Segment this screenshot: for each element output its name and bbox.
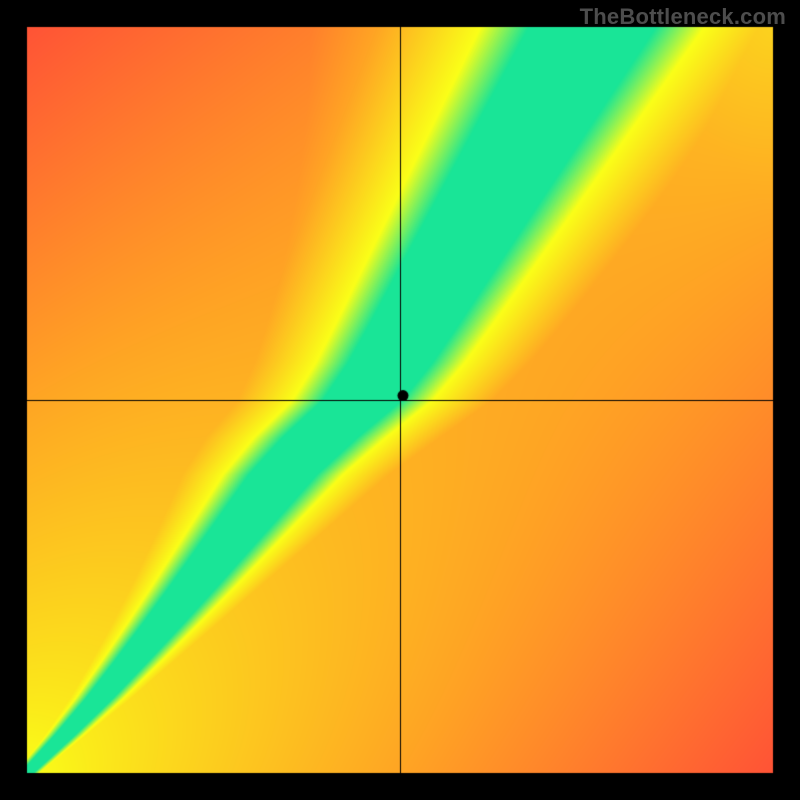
heatmap-canvas — [0, 0, 800, 800]
watermark-label: TheBottleneck.com — [580, 4, 786, 30]
bottleneck-chart: TheBottleneck.com — [0, 0, 800, 800]
